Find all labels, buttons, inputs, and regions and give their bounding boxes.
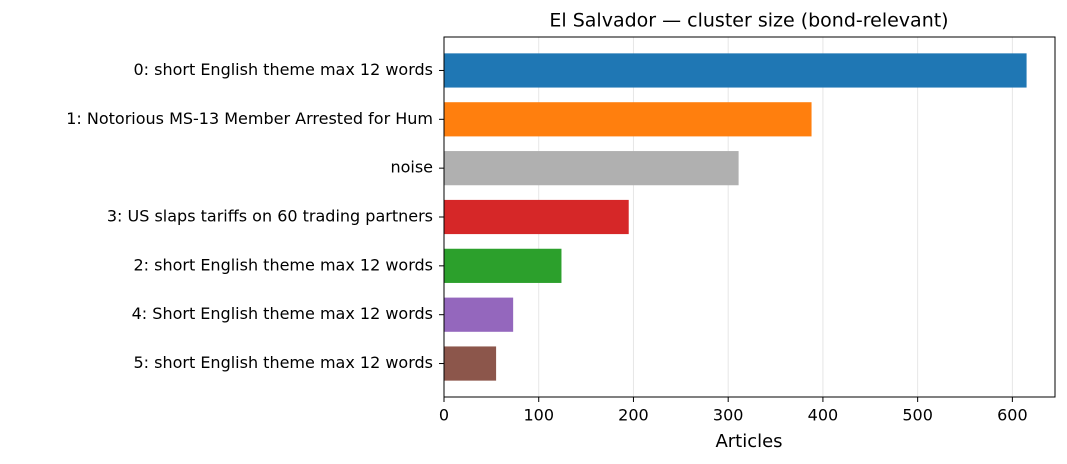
bar [444,102,812,137]
x-tick-label: 600 [997,406,1028,425]
bar [444,346,497,381]
bar [444,248,562,283]
chart-title: El Salvador — cluster size (bond-relevan… [549,10,948,32]
y-tick-label: noise [390,158,433,177]
x-tick-label: 500 [902,406,933,425]
x-tick-label: 0 [439,406,449,425]
bar [444,151,739,186]
bar [444,53,1027,88]
x-tick-label: 300 [713,406,744,425]
y-tick-label: 4: Short English theme max 12 words [132,304,433,323]
y-tick-label: 5: short English theme max 12 words [133,353,433,372]
y-tick-label: 1: Notorious MS-13 Member Arrested for H… [66,109,433,128]
y-tick-label: 2: short English theme max 12 words [133,255,433,274]
x-axis-label: Articles [715,431,782,452]
plot-frame [443,36,1056,398]
x-tick-label: 100 [523,406,554,425]
x-tick-label: 200 [618,406,649,425]
y-tick-label: 3: US slaps tariffs on 60 trading partne… [107,207,433,226]
x-tick-label: 400 [808,406,839,425]
bar [444,297,514,332]
bar [444,199,629,235]
y-tick-label: 0: short English theme max 12 words [133,60,433,79]
